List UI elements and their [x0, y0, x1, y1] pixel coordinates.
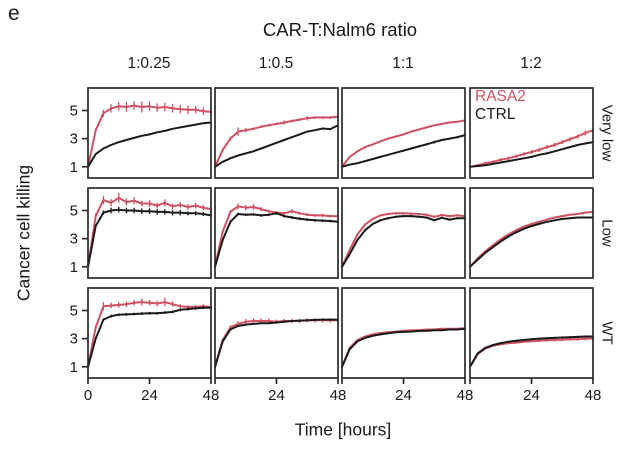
panel-border — [87, 187, 212, 279]
ctrl-line — [469, 216, 594, 268]
rasa2-line — [87, 301, 212, 368]
ctrl-line — [87, 121, 212, 168]
rasa2-line — [87, 196, 212, 268]
y-tick-label: 5 — [70, 303, 78, 320]
rasa2-line — [469, 210, 594, 268]
x-tick-label: 24 — [395, 387, 412, 404]
y-tick-label: 3 — [70, 231, 78, 248]
ctrl-line — [469, 141, 594, 168]
panel-border — [214, 187, 339, 279]
panel-border — [469, 187, 594, 279]
panel-border — [341, 287, 466, 379]
y-tick-label: 3 — [70, 331, 78, 348]
panel-border — [341, 187, 466, 279]
ctrl-line — [87, 208, 212, 268]
legend-entry-ctrl: CTRL — [475, 106, 516, 123]
x-tick-label: 48 — [330, 387, 347, 404]
column-header-ratio-2: 1:1 — [392, 55, 414, 72]
rasa2-line — [469, 129, 594, 168]
column-header-ratio-0: 1:0.25 — [127, 55, 171, 72]
x-tick-label: 24 — [523, 387, 540, 404]
legend: RASA2 CTRL — [475, 88, 526, 124]
x-tick-label: 48 — [203, 387, 220, 404]
y-tick-label: 5 — [70, 203, 78, 220]
legend-entry-rasa2: RASA2 — [475, 88, 526, 105]
rasa2-line — [341, 212, 466, 268]
ctrl-line — [214, 124, 339, 168]
ctrl-line — [341, 215, 466, 268]
ctrl-line — [341, 134, 466, 168]
rasa2-line — [214, 205, 339, 268]
panel-border — [469, 87, 594, 179]
y-tick-label: 1 — [70, 259, 78, 276]
panel-border — [87, 87, 212, 179]
x-tick-label: 0 — [84, 387, 92, 404]
panel-border — [214, 287, 339, 379]
x-axis-label: Time [hours] — [294, 419, 392, 440]
panel-border — [341, 87, 466, 179]
x-tick-label: 24 — [141, 387, 158, 404]
chart-title: CAR-T:Nalm6 ratio — [262, 19, 418, 40]
rasa2-line — [214, 115, 339, 168]
panel-border — [469, 287, 594, 379]
ctrl-line — [214, 318, 339, 368]
rasa2-line — [341, 119, 466, 168]
y-tick-label: 3 — [70, 131, 78, 148]
x-tick-label: 48 — [457, 387, 474, 404]
rasa2-line — [469, 337, 594, 368]
column-header-ratio-3: 1:2 — [520, 55, 542, 72]
ctrl-line — [87, 306, 212, 368]
rasa2-line — [341, 327, 466, 368]
ctrl-line — [341, 327, 466, 368]
x-tick-label: 48 — [585, 387, 602, 404]
column-header-ratio-1: 1:0.5 — [258, 55, 294, 72]
panel-border — [214, 87, 339, 179]
y-tick-label: 1 — [70, 159, 78, 176]
figure-label: e — [8, 2, 20, 25]
ctrl-line — [469, 335, 594, 368]
x-tick-label: 24 — [268, 387, 285, 404]
rasa2-line — [87, 104, 212, 168]
y-tick-label: 5 — [70, 103, 78, 120]
y-tick-label: 1 — [70, 359, 78, 376]
ctrl-line — [214, 212, 339, 268]
